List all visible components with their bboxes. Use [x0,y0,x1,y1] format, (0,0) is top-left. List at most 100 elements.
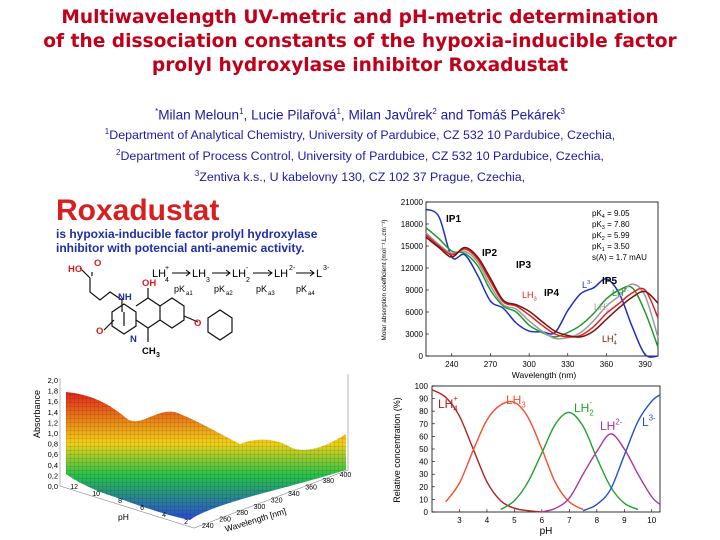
species-lh3: LH3 [192,268,210,284]
surface-z-tick-label: 0,4 [48,461,58,470]
compound-name: Roxadustat [56,194,219,227]
distribution-series-line-4 [582,394,661,512]
svg-text:4: 4 [165,277,169,284]
distribution-y-tick-label: 20 [419,483,428,492]
title-line-2: of the dissociation constants of the hyp… [43,31,677,52]
distribution-y-tick-label: 70 [419,420,428,429]
distribution-chart: 0 10 20 30 40 50 60 70 80 90 100 3 4 5 6 7 8 9 10 pH Rela… [392,382,661,537]
affiliation-2-number: 2 [116,148,121,157]
spectra-series-label-2: LH2- [594,301,609,315]
surface-z-label: Absorbance [32,390,42,438]
svg-text:N: N [130,334,137,345]
svg-text:O: O [96,326,103,337]
svg-text:LH: LH [232,268,246,280]
distribution-y-tick-label: 30 [419,470,428,479]
distribution-x-tick-label: 8 [595,516,600,525]
svg-text:-: - [246,265,249,272]
spectra-species-labels: L3- LH2-LH2- LH3 LH4+ [522,280,629,347]
affiliation-1-number: 1 [104,127,110,136]
spectra-series-label-3: LH3 [522,290,537,303]
svg-text:a4: a4 [308,291,315,297]
surface-z-tick-label: 0,0 [48,482,58,491]
affiliation-1-text: Department of Analytical Chemistry, Univ… [109,128,616,143]
surface-mesh [66,392,346,520]
spectra-x-tick-label: 330 [561,360,575,369]
isosbestic-labels: IP1 IP2 IP3 IP4 IP5 [446,214,617,299]
species-lh4: LH4 + [152,265,169,284]
compound-desc-line-1: is hypoxia-inducible factor prolyl hydro… [56,227,318,241]
compound-panel: Roxadustat is hypoxia-inducible factor p… [56,194,330,359]
author-2: , Lucie Pilařová [243,107,337,123]
affiliation-2-text: Department of Process Control, Universit… [120,149,604,164]
author-1: Milan Meloun [158,107,240,123]
distribution-x-tick-label: 10 [647,516,656,525]
svg-text:pK: pK [214,284,225,294]
author-list: *Milan Meloun1, Lucie Pilařová1, Milan J… [0,102,720,125]
surface-y-tick-label: 2 [184,519,188,526]
spectra-y-tick-label: 6000 [405,308,423,317]
surface-z-ticks: 0,0 0,20,4 0,60,8 1,0 1,21,4 1,61,8 2,0 [48,376,58,491]
surface-z-tick-label: 0,2 [48,471,58,480]
distribution-y-tick-label: 0 [424,508,429,517]
spectra-y-label: Molar absorption coefficient (mol⁻¹.L.cm… [381,220,388,341]
distribution-series-label-4: L3- [642,414,656,429]
pka-annotation-line: pK2 = 5.99 [592,231,630,242]
distribution-x-tick-label: 5 [512,516,517,525]
author-2-affil: 1 [336,107,341,116]
affiliation-2: 2Department of Process Control, Universi… [0,145,720,164]
title-line-3: prolyl hydroxylase inhibitor Roxadustat [151,55,569,76]
svg-text:+: + [165,265,169,272]
surface-y-tick-label: 12 [70,484,78,491]
distribution-series-line-2 [500,411,639,511]
surface-z-tick-label: 1,0 [48,429,58,438]
distribution-y-tick-label: 50 [419,445,428,454]
spectra-x-tick-label: 390 [638,360,652,369]
surface-y-ticks: 2 4 6 8 10 12 [70,484,188,526]
distribution-species-labels: LH4+ LH3 LH2- LH2- L3- [438,393,656,433]
pk-labels: pK a1 pK a2 pK a3 pK a4 [174,284,315,297]
affiliation-3-number: 3 [194,169,200,178]
surface-x-tick-label: 260 [219,517,231,524]
species-l: L 3- [316,265,330,280]
affiliation-3: 3Zentiva k.s., U kabelovny 130, CZ 102 3… [0,166,720,185]
corresponding-mark: * [155,107,159,116]
author-1-affil: 1 [239,107,244,116]
svg-text:3-: 3- [323,265,330,272]
spectra-series-line-3 [425,234,659,338]
scheme-arrow-1 [172,269,191,277]
svg-text:3: 3 [206,277,210,284]
distribution-series-line-0 [431,389,542,513]
spectra-y-tick-label: 9000 [405,286,423,295]
surface-y-tick-label: 10 [92,491,100,498]
distribution-series-line-1 [445,400,584,511]
species-lh: LH 2- [274,265,296,280]
affiliation-3-text: Zentiva k.s., U kabelovny 130, CZ 102 37… [199,170,526,185]
distribution-x-tick-label: 3 [457,516,462,525]
pka-annotation-line: pK4 = 9.05 [592,209,630,220]
spectra-x-tick-label: 300 [522,360,536,369]
spectra-x-tick-label: 240 [445,360,459,369]
spectra-y-tick-label: 0 [419,352,424,361]
svg-text:3: 3 [156,352,160,359]
distribution-y-tick-label: 10 [419,495,428,504]
distribution-x-tick-label: 6 [540,516,545,525]
author-4-affil: 3 [560,107,565,116]
distribution-x-label: pH [540,526,553,537]
surface-z-tick-label: 0,8 [48,440,58,449]
svg-text:2-: 2- [289,265,296,272]
surface-y-tick-label: 6 [140,505,144,512]
surface-axes-box [59,374,349,529]
surface-x-tick-label: 340 [288,491,300,498]
svg-text:a1: a1 [186,291,193,297]
absorbance-surface-plot: 0,0 0,20,4 0,60,8 1,0 1,21,4 1,61,8 2,0 Absorb… [32,374,352,534]
svg-text:a2: a2 [226,291,233,297]
distribution-series-label-3: LH2- [600,418,623,433]
surface-x-tick-label: 400 [340,472,352,479]
svg-text:LH: LH [192,268,206,280]
distribution-y-tick-label: 90 [419,395,428,404]
spectra-y-tick-label: 15000 [401,242,424,251]
structure-atom-labels: HO O NH O OH N O CH 3 [68,258,201,359]
svg-text:pK: pK [174,284,185,294]
spectra-series-label-4: LH4+ [602,333,618,347]
surface-z-tick-label: 2,0 [48,376,58,385]
